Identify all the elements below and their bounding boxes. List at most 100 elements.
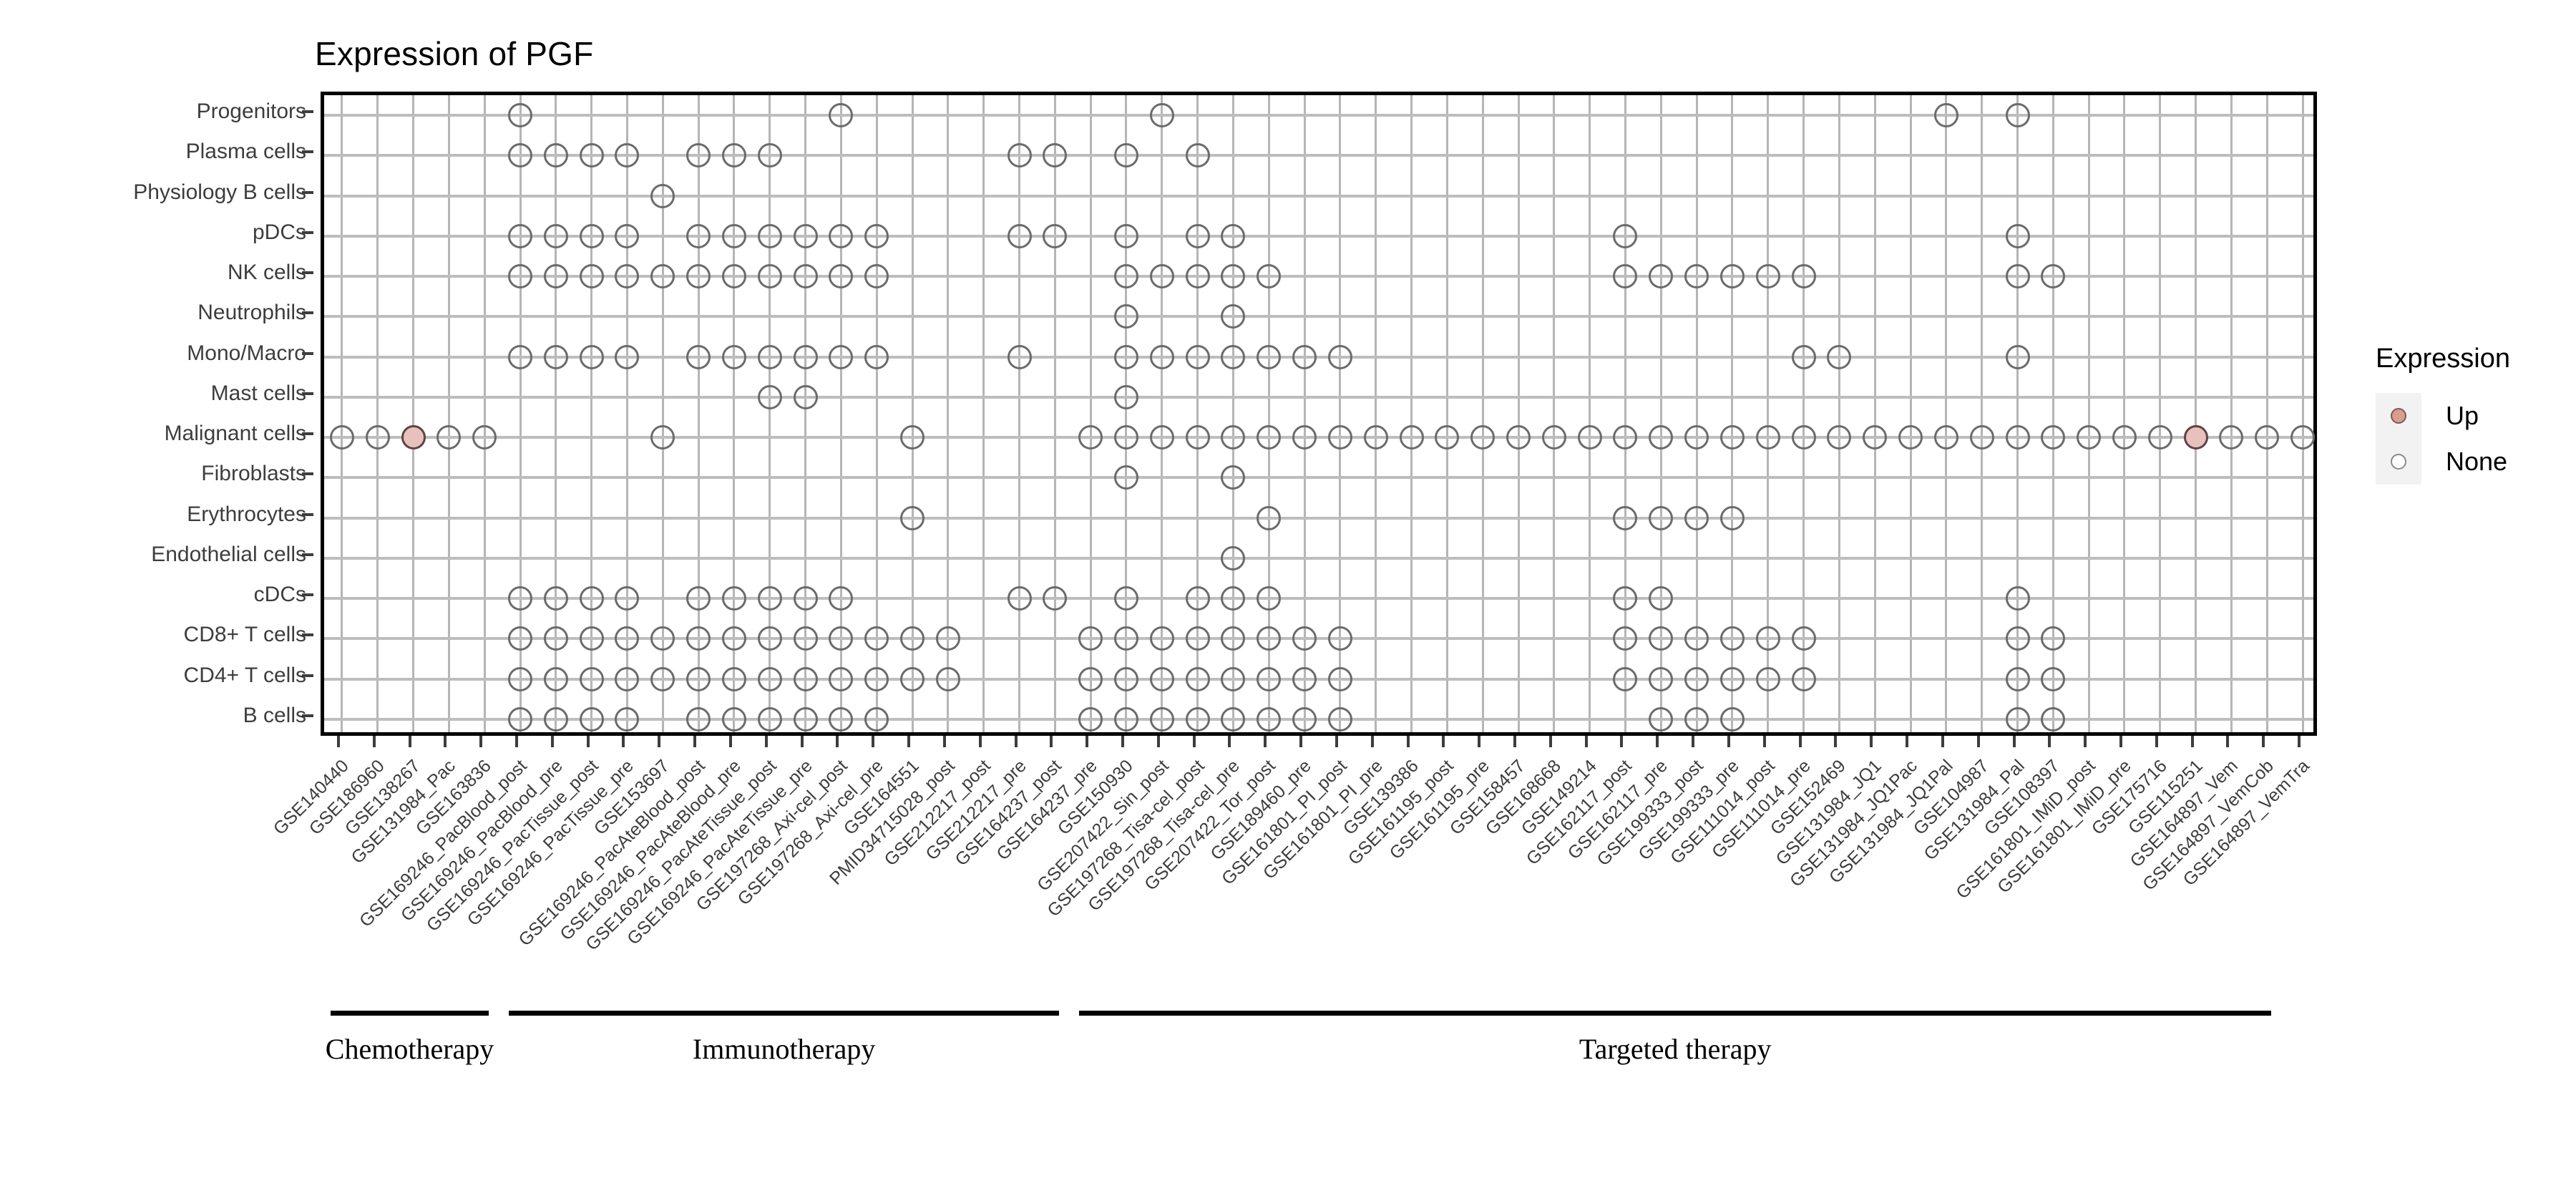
dot-none[interactable] [543, 666, 568, 691]
dot-none[interactable] [1649, 425, 1674, 450]
dot-none[interactable] [686, 586, 711, 611]
dot-none[interactable] [721, 706, 746, 732]
dot-none[interactable] [508, 706, 533, 732]
dot-none[interactable] [615, 626, 640, 651]
dot-none[interactable] [1007, 344, 1032, 369]
dot-none[interactable] [1363, 425, 1388, 450]
dot-none[interactable] [793, 626, 818, 651]
dot-none[interactable] [1185, 344, 1210, 369]
dot-none[interactable] [900, 425, 925, 450]
dot-none[interactable] [757, 344, 782, 369]
dot-none[interactable] [1149, 344, 1174, 369]
dot-none[interactable] [1221, 465, 1246, 490]
dot-none[interactable] [543, 143, 568, 168]
dot-none[interactable] [757, 626, 782, 651]
dot-none[interactable] [1221, 666, 1246, 691]
dot-none[interactable] [579, 666, 604, 691]
dot-none[interactable] [1435, 425, 1460, 450]
dot-none[interactable] [2005, 344, 2030, 369]
dot-none[interactable] [829, 666, 854, 691]
dot-none[interactable] [1719, 706, 1745, 732]
dot-none[interactable] [1292, 344, 1317, 369]
dot-none[interactable] [1185, 706, 1210, 732]
dot-none[interactable] [1292, 626, 1317, 651]
dot-none[interactable] [686, 143, 711, 168]
dot-none[interactable] [579, 586, 604, 611]
dot-none[interactable] [686, 666, 711, 691]
dot-none[interactable] [2255, 425, 2280, 450]
dot-none[interactable] [2147, 425, 2172, 450]
dot-none[interactable] [2005, 626, 2030, 651]
dot-none[interactable] [508, 143, 533, 168]
dot-none[interactable] [615, 586, 640, 611]
dot-none[interactable] [1470, 425, 1496, 450]
dot-none[interactable] [329, 425, 354, 450]
dot-none[interactable] [1327, 344, 1352, 369]
dot-none[interactable] [543, 626, 568, 651]
dot-none[interactable] [543, 264, 568, 289]
dot-none[interactable] [1113, 264, 1138, 289]
dot-none[interactable] [1149, 626, 1174, 651]
dot-none[interactable] [1933, 103, 1958, 128]
dot-none[interactable] [650, 666, 675, 691]
dot-none[interactable] [1113, 586, 1138, 611]
dot-none[interactable] [1827, 425, 1852, 450]
dot-none[interactable] [2041, 425, 2066, 450]
dot-none[interactable] [579, 264, 604, 289]
dot-none[interactable] [1149, 666, 1174, 691]
dot-none[interactable] [2005, 223, 2030, 248]
dot-none[interactable] [686, 626, 711, 651]
dot-none[interactable] [2077, 425, 2102, 450]
dot-none[interactable] [650, 626, 675, 651]
dot-none[interactable] [1969, 425, 1994, 450]
dot-none[interactable] [1649, 586, 1674, 611]
dot-none[interactable] [1684, 626, 1709, 651]
dot-none[interactable] [686, 344, 711, 369]
dot-none[interactable] [1221, 223, 1246, 248]
dot-none[interactable] [1684, 505, 1709, 530]
dot-none[interactable] [1113, 344, 1138, 369]
dot-none[interactable] [1185, 586, 1210, 611]
dot-none[interactable] [1684, 425, 1709, 450]
dot-none[interactable] [1221, 545, 1246, 570]
dot-none[interactable] [864, 666, 889, 691]
dot-none[interactable] [1541, 425, 1566, 450]
dot-none[interactable] [1292, 666, 1317, 691]
dot-none[interactable] [1078, 626, 1103, 651]
dot-none[interactable] [1327, 666, 1352, 691]
legend-item[interactable]: None [2376, 439, 2510, 485]
dot-none[interactable] [1257, 586, 1282, 611]
dot-none[interactable] [1791, 626, 1816, 651]
dot-none[interactable] [1755, 626, 1780, 651]
dot-none[interactable] [1185, 626, 1210, 651]
dot-none[interactable] [436, 425, 462, 450]
dot-none[interactable] [1113, 666, 1138, 691]
dot-none[interactable] [1257, 706, 1282, 732]
dot-none[interactable] [2005, 666, 2030, 691]
dot-none[interactable] [508, 264, 533, 289]
dot-none[interactable] [900, 666, 925, 691]
dot-none[interactable] [757, 384, 782, 409]
dot-none[interactable] [1577, 425, 1602, 450]
dot-none[interactable] [721, 143, 746, 168]
dot-none[interactable] [829, 706, 854, 732]
dot-none[interactable] [1185, 143, 1210, 168]
dot-none[interactable] [2290, 425, 2316, 450]
dot-none[interactable] [1327, 706, 1352, 732]
dot-none[interactable] [508, 223, 533, 248]
dot-none[interactable] [579, 626, 604, 651]
dot-none[interactable] [1613, 264, 1638, 289]
dot-none[interactable] [2112, 425, 2137, 450]
dot-none[interactable] [1292, 425, 1317, 450]
dot-none[interactable] [757, 223, 782, 248]
dot-up[interactable] [401, 425, 426, 450]
dot-none[interactable] [543, 586, 568, 611]
dot-none[interactable] [1113, 223, 1138, 248]
dot-none[interactable] [793, 586, 818, 611]
dot-none[interactable] [1221, 425, 1246, 450]
dot-none[interactable] [1007, 586, 1032, 611]
dot-none[interactable] [1649, 264, 1674, 289]
dot-none[interactable] [1292, 706, 1317, 732]
dot-none[interactable] [1719, 264, 1745, 289]
dot-none[interactable] [1113, 465, 1138, 490]
